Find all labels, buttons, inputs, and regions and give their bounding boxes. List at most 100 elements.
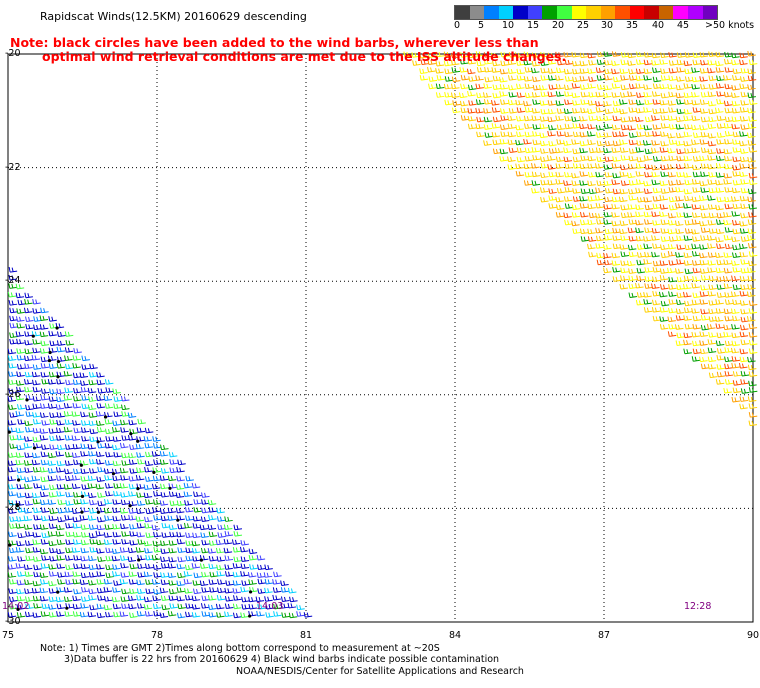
wind-barb	[167, 475, 177, 482]
wind-barb	[651, 211, 660, 217]
contamination-dot	[103, 415, 108, 419]
wind-barb	[112, 515, 121, 522]
legend-label: 0	[454, 20, 461, 31]
wind-barb	[420, 59, 430, 66]
wind-barb	[628, 292, 638, 299]
wind-barb	[263, 572, 273, 578]
wind-barb	[40, 563, 50, 569]
wind-barb	[80, 524, 90, 530]
wind-barb	[620, 116, 630, 123]
wind-barb	[177, 547, 186, 553]
legend-swatch	[702, 6, 718, 19]
wind-barb	[668, 299, 678, 305]
wind-barb	[111, 426, 121, 433]
wind-barb	[56, 340, 66, 346]
wind-barb	[16, 467, 26, 474]
wind-barb	[588, 147, 598, 154]
wind-barb	[706, 235, 716, 241]
wind-barb	[580, 91, 590, 98]
wind-barb	[120, 419, 129, 426]
wind-barb	[620, 124, 630, 131]
wind-barb	[539, 116, 549, 122]
wind-barb	[724, 67, 734, 73]
wind-barb	[113, 403, 122, 410]
wind-barb	[209, 587, 218, 593]
wind-barb	[208, 506, 218, 513]
wind-barb	[748, 179, 758, 186]
wind-barb	[555, 83, 565, 90]
wind-barb	[548, 195, 557, 201]
wind-barb	[128, 483, 138, 490]
wind-barb	[272, 579, 281, 585]
wind-barb	[136, 531, 145, 538]
wind-barb	[160, 467, 170, 474]
contamination-dot	[25, 398, 29, 402]
wind-barb	[691, 243, 700, 250]
wind-barb	[201, 499, 210, 505]
wind-barb	[112, 420, 121, 426]
wind-barb	[97, 595, 106, 601]
wind-barb	[32, 395, 42, 402]
wind-barb	[200, 516, 210, 523]
wind-barb	[459, 58, 469, 65]
wind-barb	[207, 524, 217, 530]
wind-barb	[748, 212, 757, 218]
wind-barb	[127, 435, 137, 441]
wind-barb	[64, 451, 74, 458]
wind-barb	[64, 444, 74, 450]
wind-barb	[683, 131, 693, 138]
wind-barb	[15, 292, 25, 299]
wind-barb	[223, 524, 233, 530]
wind-barb	[619, 147, 629, 153]
wind-barb	[8, 523, 18, 529]
wind-barb	[72, 595, 81, 602]
wind-barb	[747, 267, 756, 273]
wind-barb	[272, 594, 281, 601]
longitude-label: 84	[448, 630, 462, 641]
grid-lines	[8, 54, 753, 622]
wind-barb	[167, 515, 177, 521]
wind-barb	[233, 556, 242, 563]
wind-barb	[427, 66, 436, 73]
wind-barb	[96, 563, 105, 570]
wind-barb	[620, 180, 630, 186]
wind-barb	[699, 340, 708, 346]
wind-barb	[659, 194, 669, 201]
wind-barb	[200, 603, 210, 609]
wind-barb	[177, 459, 186, 466]
wind-barb	[475, 83, 484, 90]
wind-barb	[280, 580, 289, 586]
wind-barb	[652, 67, 661, 73]
wind-barb	[39, 331, 49, 338]
wind-barb	[620, 267, 629, 274]
wind-barb	[16, 363, 26, 370]
wind-barb	[96, 587, 106, 594]
wind-barb	[675, 251, 684, 258]
wind-barb	[56, 611, 65, 617]
wind-barb	[169, 531, 178, 538]
wind-barb	[135, 516, 145, 522]
wind-barb	[500, 115, 509, 121]
wind-barb	[739, 251, 749, 258]
wind-barb	[676, 284, 685, 291]
wind-barb	[674, 324, 684, 330]
wind-barb	[451, 52, 460, 59]
time-label-left: 14:02	[2, 601, 30, 612]
wind-barb	[619, 139, 628, 145]
wind-barb	[611, 60, 620, 66]
wind-barb	[635, 83, 645, 89]
wind-barb	[119, 547, 129, 553]
wind-barb	[32, 539, 41, 545]
wind-barb	[15, 316, 25, 322]
wind-barb	[748, 339, 758, 346]
wind-barb	[143, 540, 153, 547]
wind-barb	[588, 251, 597, 258]
wind-barb	[64, 355, 73, 362]
wind-barb	[145, 508, 154, 515]
wind-barb	[63, 370, 73, 377]
wind-barb	[699, 356, 708, 363]
wind-barb	[7, 572, 17, 578]
wind-barb	[55, 435, 65, 441]
wind-barb	[699, 68, 709, 74]
wind-barb	[611, 124, 621, 131]
